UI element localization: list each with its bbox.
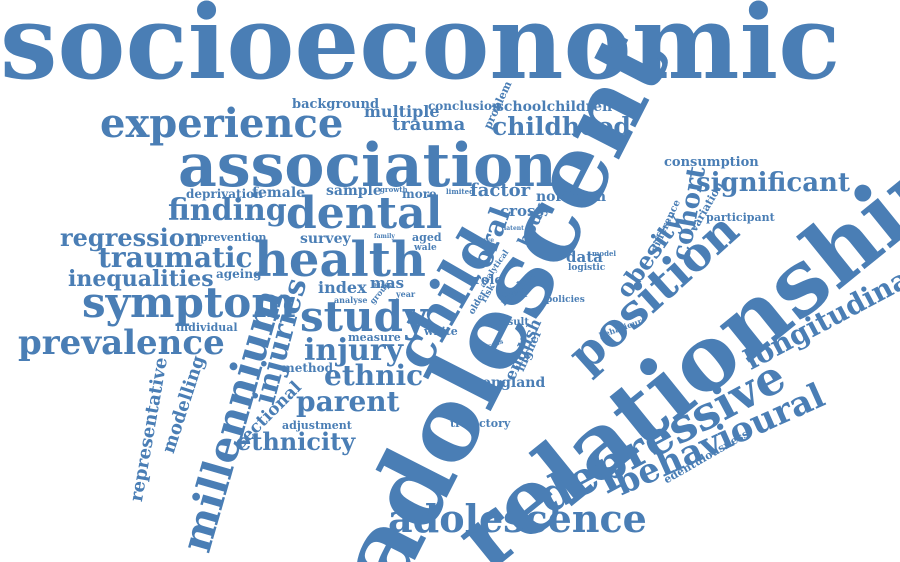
word-black: black bbox=[374, 283, 393, 290]
word-cross: cross bbox=[500, 202, 544, 220]
word-ethnicity: ethnicity bbox=[236, 427, 356, 456]
word-growth: growth bbox=[380, 185, 408, 194]
word-method: method bbox=[282, 361, 333, 375]
word-parent: parent bbox=[296, 385, 400, 418]
word-prevention: prevention bbox=[200, 231, 267, 244]
word-trauma: trauma bbox=[392, 114, 466, 135]
word-deprivation: deprivation bbox=[186, 187, 263, 201]
word-sample: sample bbox=[326, 183, 382, 199]
word-model: model bbox=[592, 249, 617, 258]
word-experience: experience bbox=[100, 100, 344, 147]
word-socioeconomic: socioeconomic bbox=[0, 0, 841, 103]
word-logistic: logistic bbox=[568, 263, 606, 273]
word-symptom: symptom bbox=[82, 278, 296, 327]
word-wale: wale bbox=[414, 243, 437, 253]
word-traumatic: traumatic bbox=[98, 241, 253, 274]
word-schoolchildren: schoolchildren bbox=[496, 99, 613, 115]
word-factor: factor bbox=[470, 180, 531, 201]
word-inequalities: inequalities bbox=[68, 266, 214, 292]
word-prevalence: prevalence bbox=[18, 323, 225, 363]
word-participant: participant bbox=[706, 211, 775, 224]
word-northern: northern bbox=[536, 189, 606, 205]
word-finding: finding bbox=[168, 193, 287, 228]
word-role: role bbox=[474, 273, 503, 288]
word-health: health bbox=[254, 232, 426, 288]
word-regression: regression bbox=[60, 223, 203, 252]
word-aged: aged bbox=[412, 231, 442, 244]
word-year: year bbox=[396, 289, 416, 299]
word-measure: measure bbox=[348, 331, 401, 344]
word-carve: carve bbox=[476, 237, 495, 244]
word-conclusion: conclusion bbox=[428, 99, 501, 113]
word-multiple: multiple bbox=[364, 102, 440, 121]
word-consumption: consumption bbox=[664, 155, 759, 170]
word-index: index bbox=[318, 278, 367, 297]
word-limited: limited bbox=[446, 187, 474, 196]
word-analyse: analyse bbox=[334, 295, 368, 305]
word-study: study bbox=[300, 292, 428, 341]
word-mas: mas bbox=[370, 274, 405, 292]
word-ageing: ageing bbox=[216, 267, 262, 281]
word-background: background bbox=[292, 97, 380, 112]
word-trajectory: trajectory bbox=[450, 417, 511, 430]
word-england: england bbox=[482, 375, 546, 391]
word-white: white bbox=[424, 325, 458, 338]
word-ethnic: ethnic bbox=[324, 359, 424, 392]
word-family: family bbox=[374, 233, 395, 240]
word-result: result bbox=[496, 317, 529, 328]
word-significant: significant bbox=[696, 168, 850, 198]
word-survey: survey bbox=[300, 231, 351, 247]
word-data: data bbox=[566, 248, 603, 266]
word-latent: latent bbox=[504, 225, 524, 232]
word-individual: individual bbox=[176, 321, 238, 334]
word-dental: dental bbox=[286, 188, 443, 239]
word-lower: lower bbox=[498, 289, 529, 300]
word-childhood: childhood bbox=[492, 112, 631, 141]
word-association: association bbox=[178, 131, 557, 201]
word-injury: injury bbox=[304, 333, 404, 368]
word-policies: policies bbox=[546, 295, 585, 305]
word-adolescence: adolescence bbox=[388, 496, 647, 541]
word-female: female bbox=[252, 185, 306, 201]
word-more: more bbox=[402, 187, 437, 201]
word-adjustment: adjustment bbox=[282, 419, 352, 432]
